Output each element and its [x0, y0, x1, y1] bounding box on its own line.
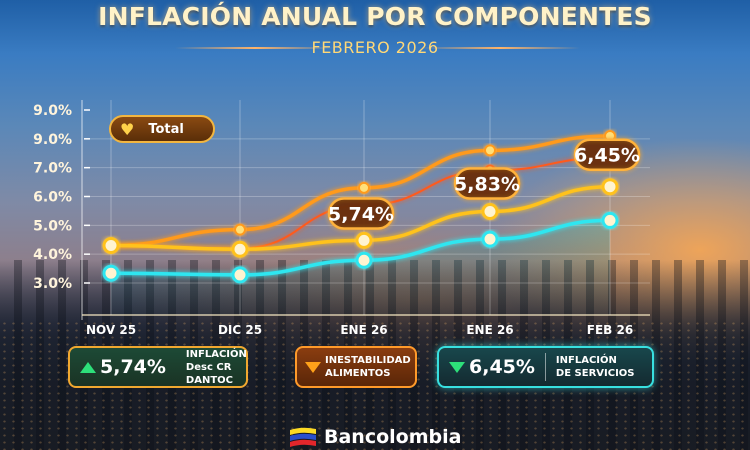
data-point — [102, 264, 120, 282]
y-tick-label: 3.0% — [33, 276, 72, 292]
arrow-down-icon — [449, 361, 465, 373]
y-tick-label: 7.0% — [33, 161, 72, 177]
legend-label: Total — [148, 121, 184, 137]
data-point — [484, 144, 496, 157]
data-point — [102, 237, 120, 255]
arrow-down-icon — [305, 361, 321, 373]
legend-total: ♥ Total — [109, 115, 215, 143]
data-label-pill — [327, 197, 395, 230]
flare-left — [175, 47, 335, 49]
card-inflacion-servicios: 6,45% INFLACIÓN DE SERVICIOS — [437, 346, 654, 388]
data-label: 5,83% — [454, 174, 520, 196]
page-title: INFLACIÓN ANUAL POR COMPONENTES — [98, 2, 652, 31]
data-label: 6,45% — [574, 145, 640, 167]
data-point — [358, 181, 370, 194]
data-point — [601, 211, 619, 229]
heart-icon: ♥ — [120, 119, 135, 139]
card-label-line2: ALIMENTOS — [325, 368, 391, 379]
data-point — [355, 231, 373, 249]
y-tick-label: 9.0% — [33, 103, 72, 119]
card-label: INFLACIÓN Desc CR DANTOC — [186, 348, 247, 387]
card-value: 5,74% — [100, 356, 166, 378]
divider — [544, 353, 546, 381]
page-subtitle: FEBRERO 2026 — [311, 38, 439, 57]
card-label: INESTABILIDAD ALIMENTOS — [325, 354, 411, 380]
y-tick-label: 6.0% — [33, 190, 72, 206]
data-label-pill — [453, 167, 521, 200]
y-tick-label: 4.0% — [33, 247, 72, 263]
data-point — [231, 240, 249, 258]
card-label: INFLACIÓN DE SERVICIOS — [556, 354, 635, 380]
bancolombia-flag-icon — [290, 427, 316, 447]
data-point — [231, 266, 249, 284]
card-label-line1: INFLACIÓN — [185, 348, 247, 360]
data-point — [234, 223, 246, 236]
x-tick-label: ENE 26 — [466, 323, 513, 337]
flare-right — [420, 47, 580, 49]
card-value: 6,45% — [469, 356, 535, 378]
data-label: 5,74% — [328, 204, 394, 226]
card-label-line1: INESTABILIDAD — [325, 355, 411, 366]
y-tick-label: 5.0% — [33, 218, 72, 234]
x-tick-label: NOV 25 — [86, 323, 136, 337]
x-tick-label: DIC 25 — [218, 323, 262, 337]
brand-name: Bancolombia — [324, 426, 462, 448]
data-point — [601, 178, 619, 196]
data-label-pill — [573, 138, 641, 171]
card-label-line2: DE SERVICIOS — [555, 368, 635, 379]
data-point — [481, 202, 499, 220]
arrow-up-icon — [80, 361, 96, 373]
card-inflacion-desc: 5,74% INFLACIÓN Desc CR DANTOC — [68, 346, 248, 388]
card-label-line1: INFLACIÓN — [555, 355, 617, 366]
card-inestabilidad-alimentos: INESTABILIDAD ALIMENTOS — [295, 346, 417, 388]
bancolombia-logo: Bancolombia — [288, 426, 461, 448]
y-tick-label: 9.0% — [33, 132, 72, 148]
x-tick-label: FEB 26 — [587, 323, 633, 337]
data-point — [355, 251, 373, 269]
card-label-line2: Desc CR DANTOC — [185, 361, 233, 386]
data-point — [481, 230, 499, 248]
x-tick-label: ENE 26 — [340, 323, 387, 337]
